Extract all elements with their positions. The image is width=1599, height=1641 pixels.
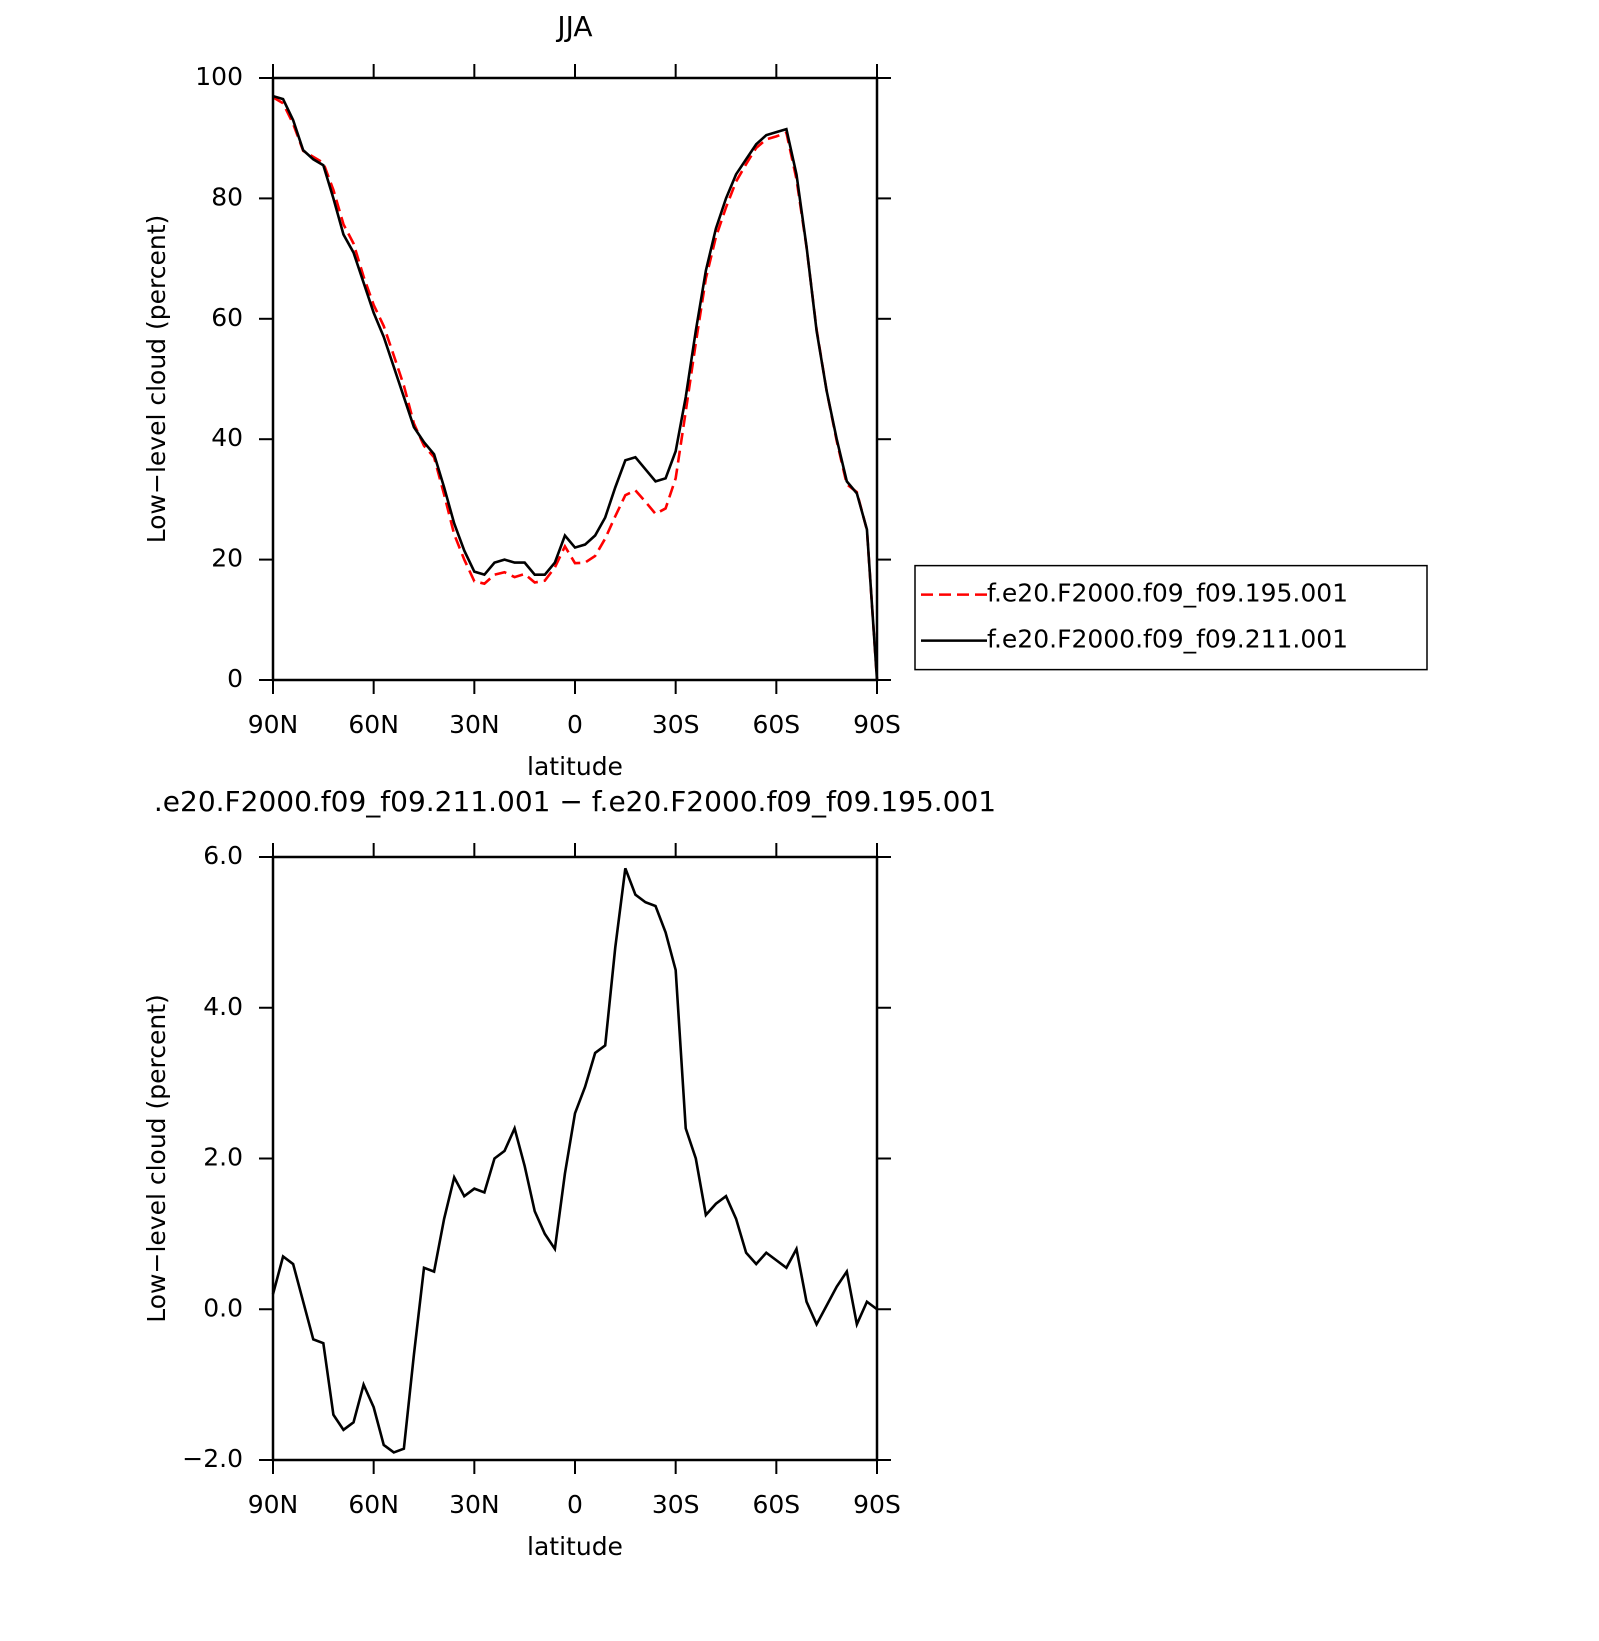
- y-tick-label: 100: [195, 62, 243, 91]
- plot-frame: [271, 76, 879, 682]
- y-tick-label: 4.0: [203, 992, 243, 1021]
- x-tick-label: 30N: [449, 710, 500, 739]
- x-tick-label: 0: [567, 1490, 583, 1519]
- x-tick-label: 0: [567, 710, 583, 739]
- y-axis-label: Low−level cloud (percent): [142, 994, 171, 1322]
- x-tick-label: 90S: [853, 710, 901, 739]
- x-tick-label: 90N: [248, 1490, 299, 1519]
- x-tick-label: 90N: [248, 710, 299, 739]
- y-tick-label: 20: [211, 544, 243, 573]
- data-line: [272, 96, 879, 681]
- x-axis-label: latitude: [527, 752, 623, 781]
- y-tick-label: 80: [211, 182, 243, 211]
- y-tick-label: 0: [227, 664, 243, 693]
- chart-title: JJA: [555, 10, 592, 43]
- x-tick-label: 60S: [752, 710, 800, 739]
- y-tick-label: 6.0: [203, 841, 243, 870]
- y-tick-label: 60: [211, 303, 243, 332]
- y-tick-label: 2.0: [203, 1143, 243, 1172]
- y-axis-label: Low−level cloud (percent): [142, 215, 171, 543]
- y-tick-label: −2.0: [182, 1444, 243, 1473]
- x-tick-label: 30S: [652, 710, 700, 739]
- x-tick-label: 60S: [752, 1490, 800, 1519]
- x-tick-label: 30N: [449, 1490, 500, 1519]
- x-tick-label: 30S: [652, 1490, 700, 1519]
- data-line: [271, 867, 878, 1454]
- legend-label: f.e20.F2000.f09_f09.211.001: [987, 625, 1348, 654]
- plot-frame: [271, 855, 879, 1462]
- y-tick-label: 0.0: [203, 1293, 243, 1322]
- x-tick-label: 90S: [853, 1490, 901, 1519]
- x-tick-label: 60N: [348, 1490, 399, 1519]
- data-line: [272, 94, 879, 681]
- x-tick-label: 60N: [348, 710, 399, 739]
- x-axis-label: latitude: [527, 1532, 623, 1561]
- legend-label: f.e20.F2000.f09_f09.195.001: [987, 579, 1348, 608]
- legend-box: [914, 564, 1428, 671]
- chart-title: .e20.F2000.f09_f09.211.001 − f.e20.F2000…: [154, 785, 996, 818]
- y-tick-label: 40: [211, 423, 243, 452]
